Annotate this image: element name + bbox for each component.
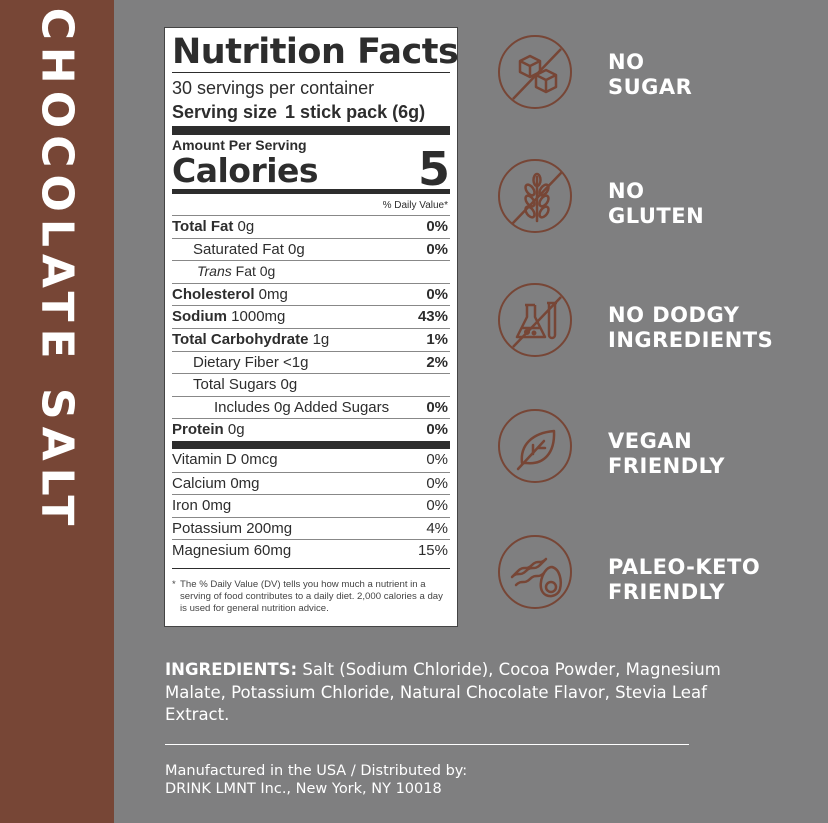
claim-vegan-friendly: VEGAN FRIENDLY <box>608 429 725 479</box>
vitamin-dv: 15% <box>417 542 448 560</box>
nutrient-dv: 43% <box>417 308 448 326</box>
serving-size-value: 1 stick pack (6g) <box>285 102 426 122</box>
footnote-star: * <box>172 578 176 590</box>
nutrient-name: Sodium <box>172 308 227 326</box>
manufacturer-info: Manufactured in the USA / Distributed by… <box>165 762 467 798</box>
nutrient-name: Total Carbohydrate <box>172 330 309 348</box>
nutrient-row-sodium: Sodium 1000mg 43% <box>172 305 450 328</box>
claim-line: GLUTEN <box>608 204 705 228</box>
nutrient-name: Protein <box>172 421 224 439</box>
nutrition-title: Nutrition Facts <box>172 32 459 72</box>
nutrient-row-protein: Protein 0g 0% <box>172 418 450 441</box>
wheat-crossed-icon <box>498 159 572 233</box>
calories-label: Calories <box>172 151 319 190</box>
bacon-avocado-icon <box>498 535 572 609</box>
amount-per-serving: Amount Per Serving <box>172 137 307 153</box>
serving-size-label: Serving size <box>172 102 278 122</box>
medium-divider <box>172 189 450 194</box>
nutrient-dv: 0% <box>426 240 448 258</box>
nutrient-row-dietary-fiber: Dietary Fiber <1g 2% <box>172 350 450 374</box>
nutrient-amount: 0g <box>233 218 255 235</box>
serving-size: Serving size 1 stick pack (6g) <box>172 100 450 124</box>
ingredients-text: Salt (Sodium Chloride), Cocoa Powder, Ma… <box>165 660 721 724</box>
divider <box>172 72 450 73</box>
claim-line: NO <box>608 50 645 74</box>
nutrient-name-italic: Trans <box>197 263 232 280</box>
claim-line: INGREDIENTS <box>608 328 774 352</box>
nutrient-row-total-fat: Total Fat 0g 0% <box>172 215 450 238</box>
nutrient-row-added-sugars: Includes 0g Added Sugars 0% <box>172 395 450 419</box>
nutrient-row-total-carbohydrate: Total Carbohydrate 1g 1% <box>172 327 450 351</box>
vitamin-name: Iron 0mg <box>172 497 232 515</box>
claim-line: NO DODGY <box>608 303 740 327</box>
nutrient-dv: 0% <box>426 285 448 303</box>
daily-value-footnote: * The % Daily Value (DV) tells you how m… <box>172 567 450 615</box>
claim-line: FRIENDLY <box>608 454 725 478</box>
vitamin-dv: 4% <box>426 519 448 537</box>
leaf-icon <box>498 409 572 483</box>
nutrient-row-saturated-fat: Saturated Fat 0g 0% <box>172 237 450 261</box>
nutrient-dv: 1% <box>426 330 448 348</box>
nutrition-facts-label: Nutrition Facts 30 servings per containe… <box>164 27 459 627</box>
claim-line: FRIENDLY <box>608 580 725 604</box>
servings-per-container: 30 servings per container <box>172 78 375 98</box>
ingredients-label: INGREDIENTS: <box>165 660 298 679</box>
claim-no-gluten: NO GLUTEN <box>608 179 704 229</box>
nutrient-amount: 1000mg <box>227 308 286 326</box>
claim-paleo-keto-friendly: PALEO-KETO FRIENDLY <box>608 555 760 605</box>
lab-flask-crossed-icon <box>498 283 572 357</box>
calories-row: Calories 5 <box>172 146 450 192</box>
flavor-name: CHOCOLATE SALT <box>31 7 83 533</box>
claim-line: PALEO-KETO <box>608 555 761 579</box>
claim-line: SUGAR <box>608 75 693 99</box>
nutrient-row-trans-fat: Trans Fat 0g <box>172 260 450 283</box>
daily-value-header: % Daily Value* <box>382 200 448 211</box>
nutrient-dv: 0% <box>426 218 448 235</box>
vitamin-name: Vitamin D 0mcg <box>172 450 278 468</box>
nutrient-name: Cholesterol <box>172 285 255 303</box>
vitamin-row-potassium: Potassium 200mg 4% <box>172 516 450 540</box>
ingredients-statement: INGREDIENTS: Salt (Sodium Chloride), Coc… <box>165 659 725 727</box>
vitamin-row-calcium: Calcium 0mg 0% <box>172 471 450 495</box>
thick-divider <box>172 126 450 135</box>
nutrient-row-total-sugars: Total Sugars 0g <box>172 373 450 396</box>
nutrient-amount: 0g <box>223 421 245 439</box>
vitamin-dv: 0% <box>426 474 448 492</box>
calories-value: 5 <box>417 142 450 196</box>
vitamin-name: Calcium 0mg <box>172 474 260 492</box>
vitamin-name: Magnesium 60mg <box>172 542 292 560</box>
manufacturer-line: Manufactured in the USA / Distributed by… <box>165 763 468 779</box>
nutrient-name: Includes 0g Added Sugars <box>214 398 390 416</box>
vitamin-dv: 0% <box>426 450 448 468</box>
nutrient-name: Dietary Fiber <1g <box>193 353 309 371</box>
footnote-text: The % Daily Value (DV) tells you how muc… <box>180 578 443 614</box>
manufacturer-line: DRINK LMNT Inc., New York, NY 10018 <box>165 781 442 797</box>
vitamin-row-iron: Iron 0mg 0% <box>172 494 450 517</box>
claim-line: VEGAN <box>608 429 693 453</box>
nutrient-name: Total Fat <box>172 218 234 235</box>
nutrient-dv: 2% <box>426 353 448 371</box>
claim-no-dodgy-ingredients: NO DODGY INGREDIENTS <box>608 303 773 353</box>
vitamin-dv: 0% <box>426 497 448 515</box>
claim-no-sugar: NO SUGAR <box>608 50 692 100</box>
vitamin-name: Potassium 200mg <box>172 519 293 537</box>
thick-divider <box>172 440 450 449</box>
flavor-band: CHOCOLATE SALT <box>0 0 114 823</box>
nutrient-name: Saturated Fat 0g <box>193 240 305 258</box>
nutrient-name: Total Sugars 0g <box>193 376 298 394</box>
vitamin-row-vitamin-d: Vitamin D 0mcg 0% <box>172 449 450 472</box>
divider <box>165 744 689 745</box>
nutrient-row-cholesterol: Cholesterol 0mg 0% <box>172 282 450 306</box>
vitamin-row-magnesium: Magnesium 60mg 15% <box>172 539 450 562</box>
claim-line: NO <box>608 179 645 203</box>
nutrient-amount: 0mg <box>254 285 288 303</box>
nutrient-amount: Fat 0g <box>231 263 276 280</box>
nutrient-dv: 0% <box>426 421 448 439</box>
nutrient-dv: 0% <box>426 398 448 416</box>
nutrient-amount: 1g <box>308 330 330 348</box>
sugar-cubes-crossed-icon <box>498 35 572 109</box>
